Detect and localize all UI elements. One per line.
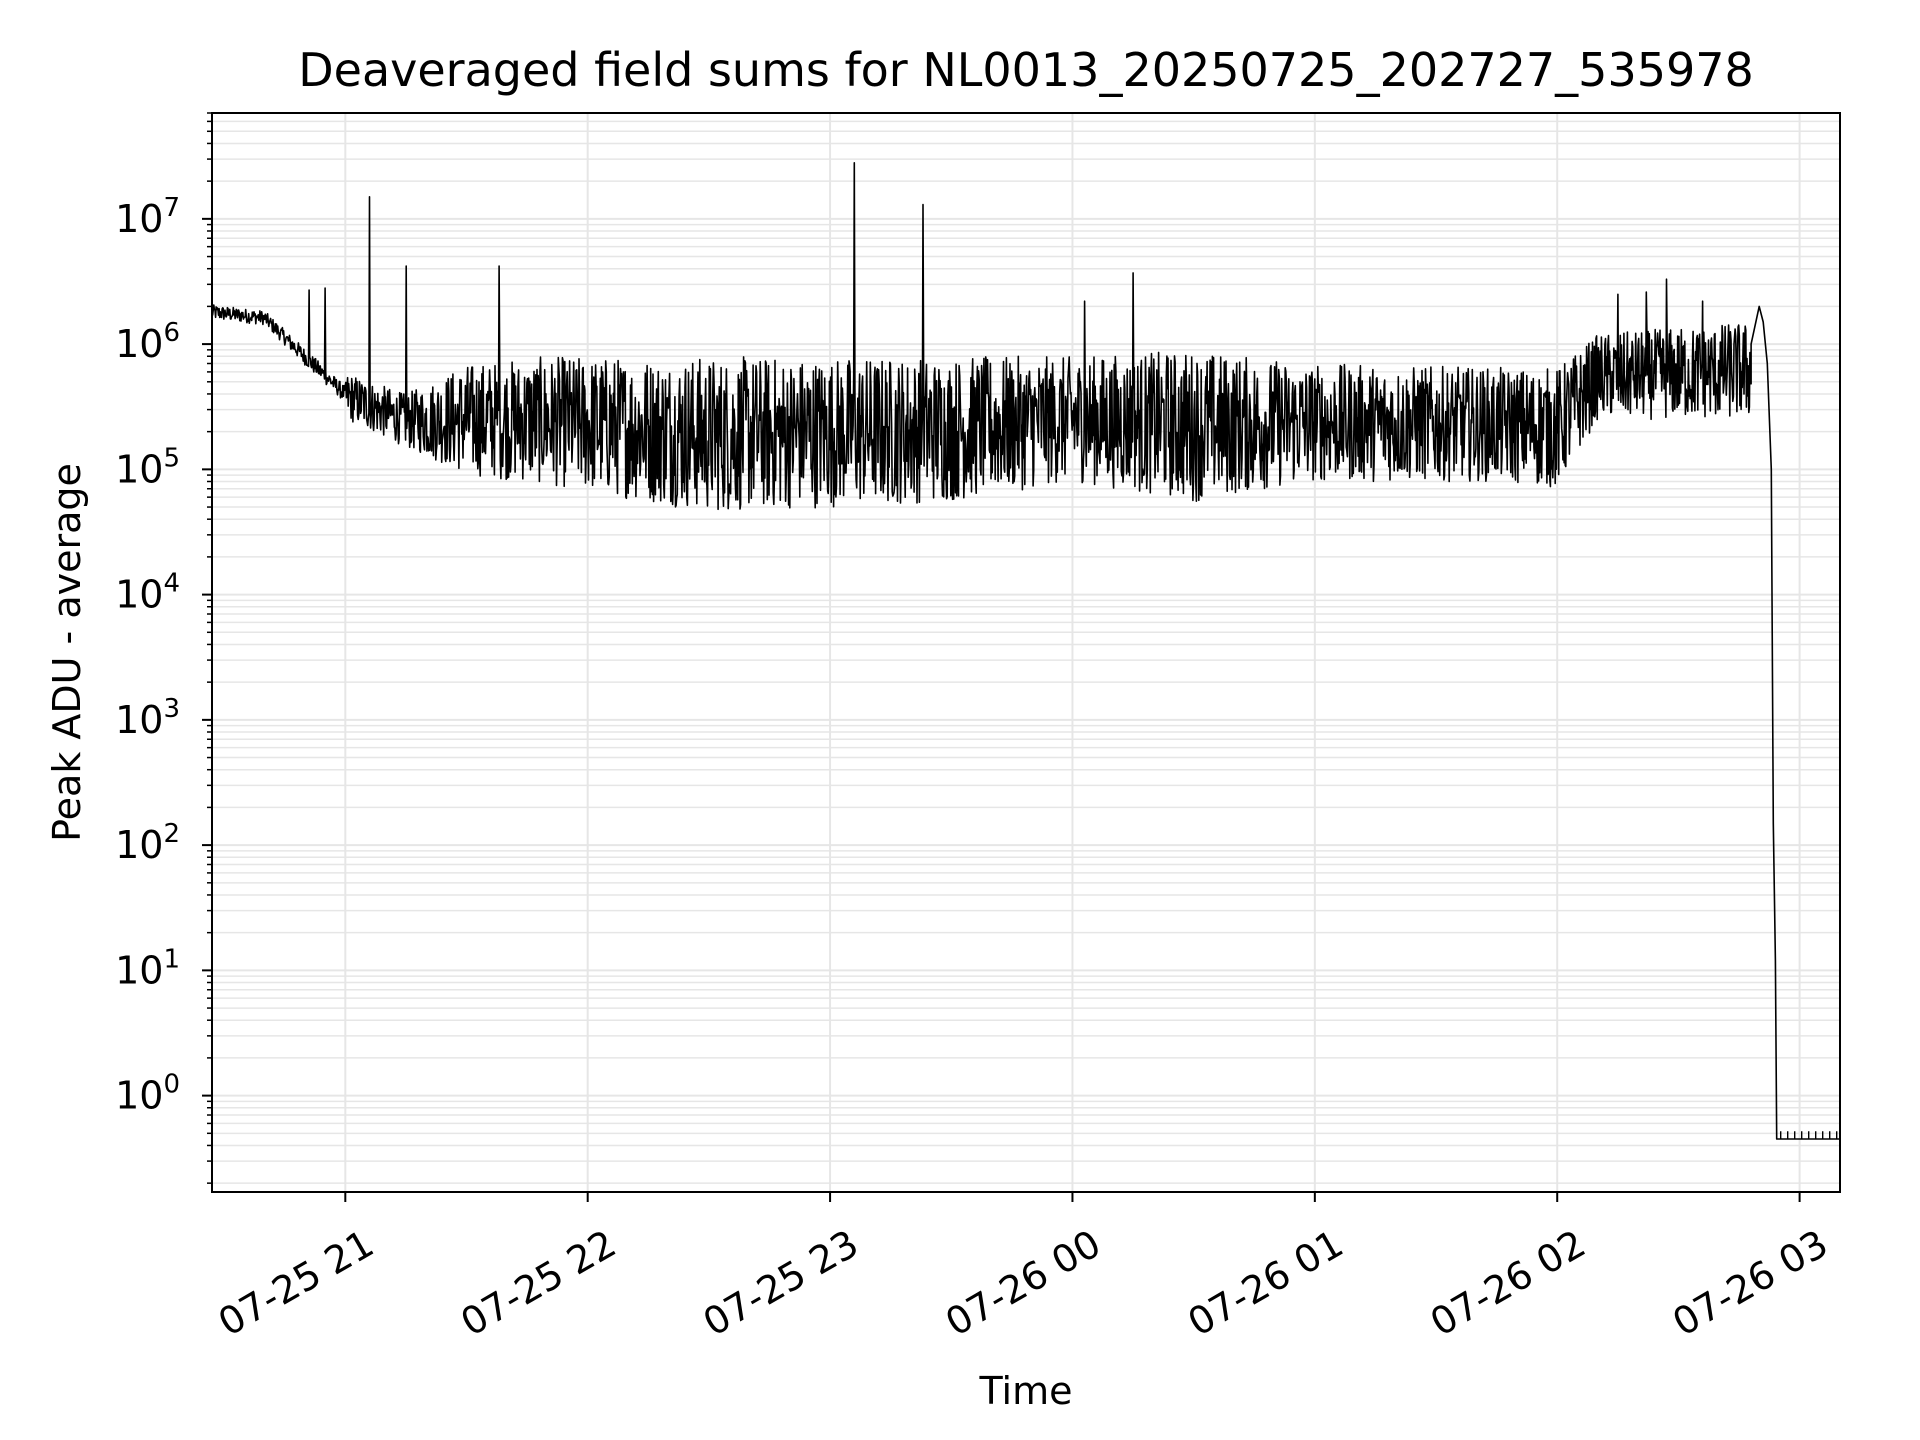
x-axis-label: Time [979, 1369, 1073, 1413]
y-tick-label: 100 [115, 1070, 180, 1118]
chart-title: Deaveraged field sums for NL0013_2025072… [298, 43, 1754, 97]
y-tick-label: 107 [115, 193, 180, 241]
y-axis-label: Peak ADU - average [45, 463, 89, 842]
y-tick-label: 102 [115, 819, 180, 867]
y-tick-label: 103 [115, 694, 180, 742]
series-tail-comb [1780, 1131, 1838, 1139]
y-tick-label: 101 [115, 944, 180, 992]
series-peak-adu [211, 162, 1840, 1140]
y-axis: 100 101 102 103 104 105 106 107 [115, 112, 212, 1184]
y-tick-label: 104 [115, 569, 180, 617]
y-tick-label: 105 [115, 443, 180, 491]
y-tick-label: 106 [115, 318, 180, 366]
series-line [211, 162, 1840, 1140]
plot-frame [211, 112, 1841, 1193]
